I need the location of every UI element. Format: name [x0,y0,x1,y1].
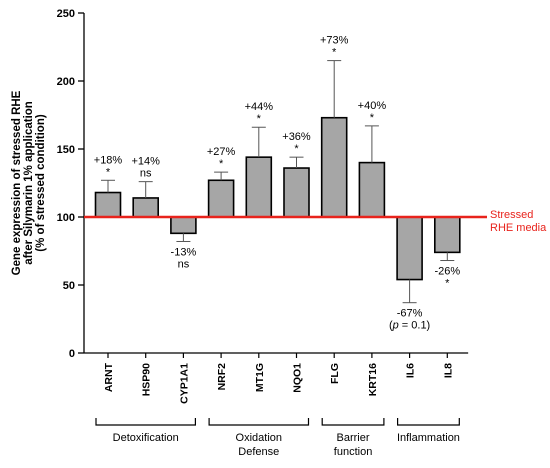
group-label: Barrier [337,432,370,444]
reference-label-line1: Stressed [490,209,533,221]
percent-label: +73% [320,35,349,47]
significance-label: * [332,47,337,59]
significance-label: ns [178,258,190,270]
percent-label: +18% [94,154,123,166]
x-tick-label-nrf2: NRF2 [216,363,228,391]
percent-label: +44% [245,101,274,113]
bar-hsp90 [132,197,159,218]
significance-label: * [370,112,375,124]
percent-label: +27% [207,146,236,158]
group-bracket [208,418,310,426]
y-tick-label: 100 [57,212,75,224]
percent-label: +40% [358,100,387,112]
group-label: Detoxification [113,432,179,444]
significance-label: * [257,113,262,125]
reference-label-line2: RHE media [490,222,547,234]
bar-arnt [94,191,122,218]
x-tick-label-arnt: ARNT [103,362,115,392]
group-bracket [321,418,385,426]
significance-label: * [294,143,299,155]
y-tick-label: 200 [57,76,75,88]
y-axis-title-line: after Silymarin 1% application [23,101,35,265]
significance-label: * [219,158,224,170]
bar-flg [320,116,348,218]
y-axis-title-line: (% of stressed condition) [35,114,47,252]
y-tick-label: 50 [63,280,75,292]
group-label-line2: function [334,446,373,458]
percent-label: -67% [397,308,423,320]
bar-il6 [396,216,423,281]
bar-krt16 [358,161,386,218]
y-tick-label: 150 [57,144,75,156]
x-tick-label-nqo1: NQO1 [292,363,304,393]
group-label: Inflammation [397,432,460,444]
x-tick-label-il6: IL6 [405,363,417,378]
x-tick-label-hsp90: HSP90 [141,363,153,396]
percent-label: +36% [282,131,311,143]
group-label-line2: Defense [238,446,279,458]
group-bracket [397,418,460,426]
bar-nqo1 [283,167,310,218]
significance-label: ns [140,168,152,180]
bar-cyp1a1 [170,216,197,235]
percent-label: -26% [434,266,460,278]
percent-label: +14% [131,156,160,168]
significance-label: * [106,166,111,178]
significance-label: * [445,278,450,290]
x-tick-label-krt16: KRT16 [367,363,379,396]
p-value-annotation: (p = 0.1) [389,320,430,332]
y-tick-label: 0 [69,348,75,360]
x-tick-label-flg: FLG [329,363,341,384]
bar-nrf2 [207,179,235,218]
x-tick-label-mt1g: MT1G [254,363,266,392]
x-tick-label-il8: IL8 [442,363,454,378]
x-tick-label-cyp1a1: CYP1A1 [178,363,190,404]
percent-label: -13% [171,246,197,258]
bar-mt1g [245,156,273,218]
y-tick-label: 250 [57,8,75,20]
y-axis-title-line: Gene expression of stressed RHE [11,90,23,275]
group-bracket [95,418,196,426]
group-label: Oxidation [236,432,282,444]
bar-il8 [433,216,461,254]
